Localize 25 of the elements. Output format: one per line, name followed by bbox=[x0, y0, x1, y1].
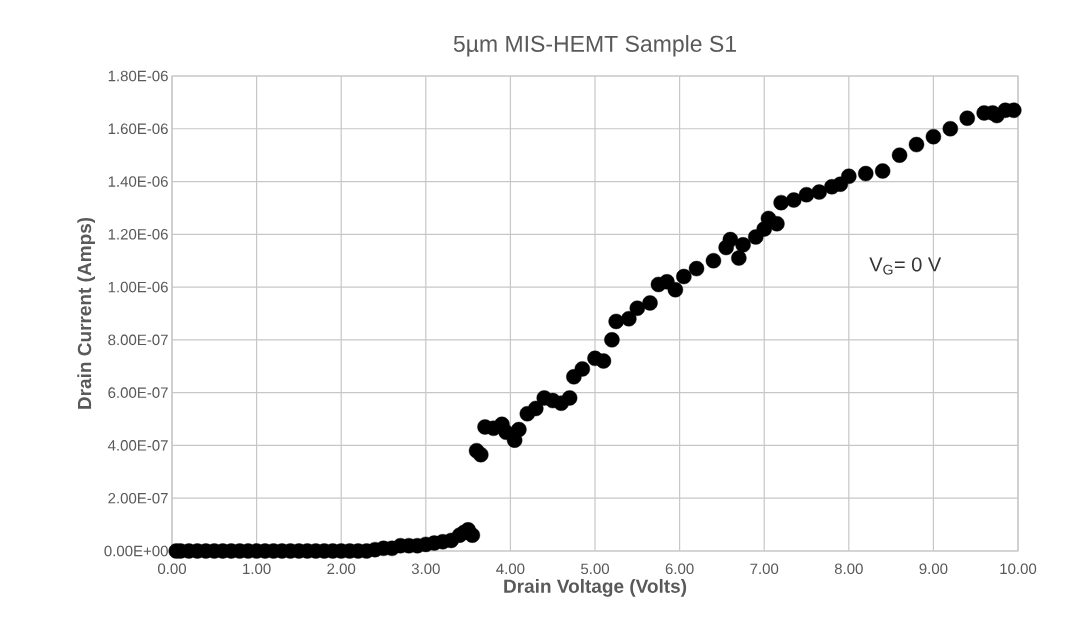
y-tick-label: 1.60E-06 bbox=[108, 123, 168, 135]
y-axis-title: Drain Current (Amps) bbox=[77, 217, 95, 409]
y-tick-label: 4.00E-07 bbox=[107, 440, 168, 451]
x-tick-label: 9.00 bbox=[919, 563, 948, 575]
x-tick-label: 7.00 bbox=[750, 563, 779, 575]
y-tick-label: 8.00E-07 bbox=[108, 334, 168, 346]
x-tick-label: 3.00 bbox=[411, 563, 440, 575]
x-tick-label: 6.00 bbox=[665, 563, 694, 575]
x-tick-label: 0.00 bbox=[158, 563, 187, 575]
y-tick-label: 1.80E-06 bbox=[108, 70, 168, 82]
y-tick-label: 0.00E+00 bbox=[104, 545, 168, 557]
y-tick-label: 1.40E-06 bbox=[108, 176, 168, 187]
x-tick-label: 10.00 bbox=[1000, 563, 1037, 575]
x-tick-label: 1.00 bbox=[243, 563, 271, 575]
y-tick-label: 1.00E-06 bbox=[108, 281, 168, 293]
y-tick-label: 6.00E-07 bbox=[108, 387, 168, 398]
x-tick-label: 4.00 bbox=[496, 563, 525, 575]
y-tick-label: 2.00E-07 bbox=[108, 492, 168, 504]
x-tick-label: 8.00 bbox=[834, 563, 863, 575]
annotation: V$_{G}$= 0 V bbox=[869, 257, 942, 275]
x-tick-label: 2.00 bbox=[327, 563, 356, 575]
x-axis-title: Drain Voltage (Volts) bbox=[504, 578, 687, 597]
x-tick-label: 5.00 bbox=[581, 563, 610, 575]
chart-title: 5µm MIS-HEMT Sample S1 bbox=[453, 35, 736, 57]
y-tick-label: 1.20E-06 bbox=[108, 229, 168, 240]
